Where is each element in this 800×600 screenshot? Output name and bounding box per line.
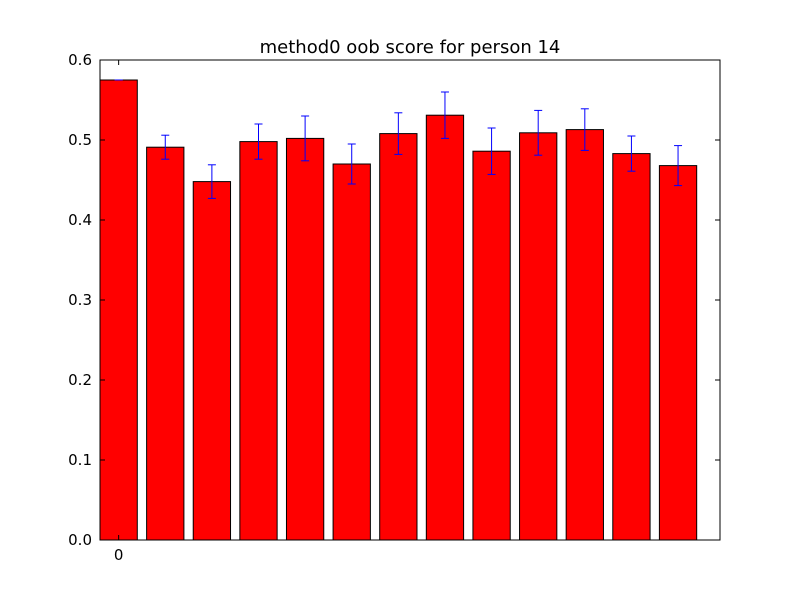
bars-group (99, 79, 698, 541)
bar-1 (146, 146, 185, 541)
error-bars-group (114, 79, 683, 199)
bar-12 (658, 165, 698, 541)
y-tick-label-6: 0.6 (68, 51, 92, 69)
bar-2 (192, 181, 232, 541)
bar-10 (565, 129, 604, 541)
x-tick-label-0: 0 (114, 546, 124, 564)
y-tick-label-1: 0.1 (68, 451, 92, 469)
y-tick-label-5: 0.5 (68, 131, 92, 149)
bar-11 (612, 153, 651, 541)
y-tick-label-3: 0.3 (68, 291, 92, 309)
bar-8 (472, 150, 511, 541)
chart-title: method0 oob score for person 14 (260, 37, 561, 58)
x-axis: 0 (114, 60, 124, 564)
y-tick-label-4: 0.4 (68, 211, 92, 229)
bar-7 (425, 114, 465, 541)
bar-6 (379, 133, 418, 541)
bar-5 (332, 163, 371, 541)
y-tick-label-2: 0.2 (68, 371, 92, 389)
y-tick-label-0: 0.0 (68, 531, 92, 549)
bar-9 (519, 132, 558, 541)
bar-0 (99, 79, 138, 541)
bar-4 (285, 137, 325, 541)
bar-3 (239, 141, 278, 541)
y-axis: 0.0 0.1 0.2 0.3 0.4 0.5 0.6 (68, 51, 720, 549)
